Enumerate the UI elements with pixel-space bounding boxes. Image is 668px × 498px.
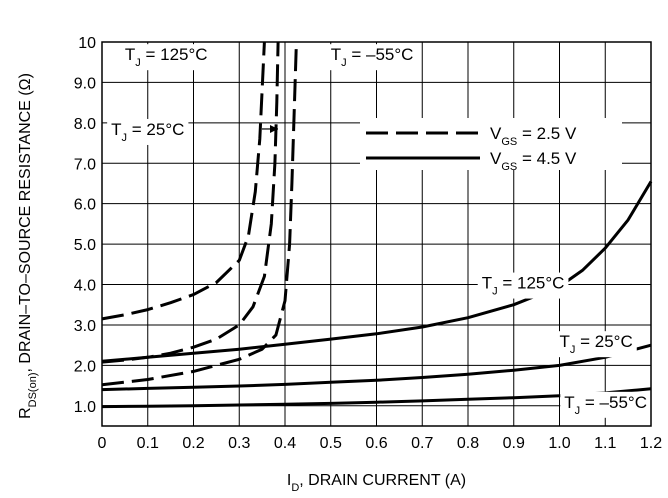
annotation-label-6: TJ = –55°C (564, 393, 647, 417)
x-tick-label: 1.2 (640, 435, 662, 452)
y-tick-label: 6.0 (74, 197, 96, 214)
series-line-6 (101, 387, 652, 409)
annotation-label-1: TJ = 125°C (125, 45, 208, 69)
legend-label-2: VGS = 4.5 V (490, 149, 577, 173)
x-tick-label: 0.5 (320, 435, 342, 452)
grid (101, 41, 652, 426)
plot-border (101, 41, 652, 427)
series-line-2 (101, 41, 280, 364)
x-tick-label: 0.2 (182, 435, 204, 452)
plot-frame (101, 41, 652, 427)
y-tick-label: 9.0 (74, 75, 96, 92)
y-tick-label: 7.0 (74, 156, 96, 173)
annotation-label-5: TJ = 25°C (560, 332, 633, 356)
y-tick-label: 3.0 (74, 318, 96, 335)
x-tick-label: 0.8 (457, 435, 479, 452)
y-tick-label: 2.0 (74, 358, 96, 375)
annotation-bg (107, 118, 189, 145)
x-tick-label: 0.1 (137, 435, 159, 452)
legend-bg (360, 118, 622, 170)
series-line-3 (101, 41, 298, 387)
x-tick-label: 1.1 (594, 435, 616, 452)
x-tick-label: 0.9 (503, 435, 525, 452)
x-tick-label: 1.0 (548, 435, 570, 452)
annotation-bg (560, 391, 651, 418)
x-tick-label: 0.4 (274, 435, 296, 452)
x-tick-label: 0.3 (228, 435, 250, 452)
series-line-5 (101, 343, 652, 392)
annotation-bg (555, 331, 637, 358)
legend-label-1: VGS = 2.5 V (490, 124, 577, 148)
x-axis-label: ID, DRAIN CURRENT (A) (287, 472, 466, 494)
series-line-1 (101, 41, 266, 321)
y-tick-label: 8.0 (74, 116, 96, 133)
x-tick-label: 0.6 (365, 435, 387, 452)
y-tick-label: 10 (78, 35, 96, 52)
y-tick-label: 4.0 (74, 278, 96, 295)
annotation-arrowhead (270, 124, 278, 133)
annotation-label-4: TJ = 125°C (482, 274, 565, 298)
series-line-4 (101, 180, 653, 363)
annotations-group: TJ = 125°C TJ = –55°C TJ = 25°C TJ = 125°C T… (107, 44, 651, 418)
annotation-label-3: TJ = 25°C (111, 120, 184, 144)
y-tick-label: 5.0 (74, 237, 96, 254)
annotation-bg (326, 44, 418, 71)
x-tick-label: 0.7 (411, 435, 433, 452)
x-tick-label: 0 (98, 435, 107, 452)
series-group (101, 41, 653, 409)
tick-labels: 0 0.1 0.2 0.3 0.4 0.5 0.6 0.7 0.8 0.9 1.0 1.1 1.2 1.0… (74, 35, 662, 452)
annotation-bg (120, 44, 212, 71)
annotation-label-2: TJ = –55°C (331, 45, 414, 69)
y-axis-label: RDS(on), DRAIN–TO–SOURCE RESISTANCE (Ω) (17, 73, 39, 419)
y-tick-label: 1.0 (74, 399, 96, 416)
axis-labels: ID, DRAIN CURRENT (A) RDS(on), DRAIN–TO–S… (17, 73, 466, 494)
annotation-bg (477, 272, 569, 299)
